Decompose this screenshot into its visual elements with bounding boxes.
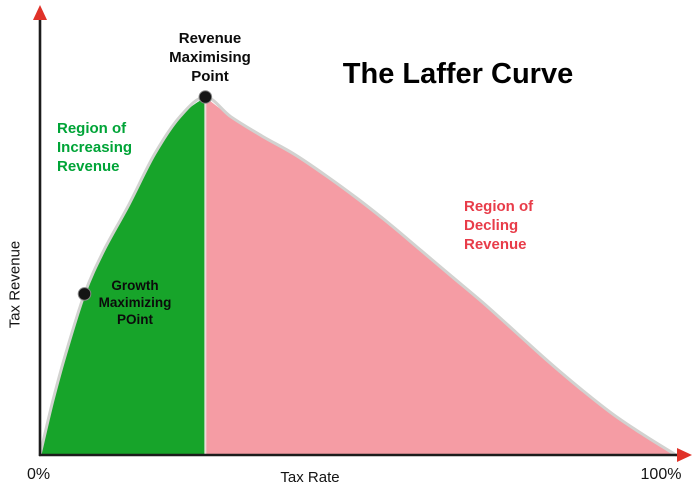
growth-max-line-1: Growth — [111, 278, 159, 293]
region-declining-line-2: Decling — [464, 217, 519, 234]
region-increasing-label: Region of Increasing Revenue — [57, 119, 132, 176]
x-tick-100-percent: 100% — [640, 466, 682, 483]
revenue-max-line-3: Point — [191, 68, 229, 85]
growth-maximizing-point-dot — [77, 287, 92, 301]
revenue-max-line-1: Revenue — [178, 30, 242, 47]
revenue-maximising-point-label: Revenue Maximising Point — [145, 29, 275, 86]
growth-max-line-2: Maximizing — [98, 295, 172, 310]
region-increasing-line-1: Region of — [57, 120, 127, 137]
growth-max-line-3: POint — [117, 312, 153, 327]
region-declining-label: Region of Decling Revenue — [464, 197, 533, 254]
revenue-maximising-point-dot — [198, 90, 213, 104]
x-axis-arrow-icon — [677, 448, 692, 462]
region-increasing-area — [40, 97, 206, 455]
y-axis-title: Tax Revenue — [6, 240, 24, 329]
region-declining-area — [205, 97, 676, 455]
chart-title: The Laffer Curve — [342, 58, 574, 90]
growth-maximizing-point-label: Growth Maximizing POint — [77, 277, 193, 328]
region-declining-line-1: Region of — [464, 198, 534, 215]
y-axis-arrow-icon — [33, 5, 47, 20]
laffer-curve-line — [38, 95, 678, 457]
region-increasing-line-3: Revenue — [57, 158, 120, 175]
region-declining-line-3: Revenue — [464, 236, 527, 253]
region-increasing-line-2: Increasing — [57, 139, 133, 156]
x-axis-title: Tax Rate — [280, 469, 340, 486]
revenue-max-line-2: Maximising — [169, 49, 251, 66]
x-tick-0-percent: 0% — [27, 466, 51, 483]
